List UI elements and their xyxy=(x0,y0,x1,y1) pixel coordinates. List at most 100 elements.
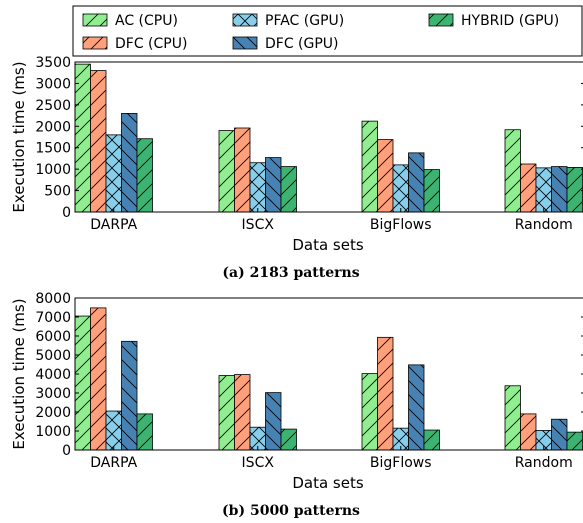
bar-hatch xyxy=(520,413,536,450)
bar-hatch xyxy=(106,411,122,450)
bar-bigflows-ac-cpu xyxy=(361,120,378,213)
x-tick-label-darpa: DARPA xyxy=(90,455,137,471)
bar-iscx-hybrid-gpu xyxy=(280,428,297,451)
y-tick-label: 1500 xyxy=(35,141,71,157)
bar-hatch xyxy=(106,134,122,212)
bar-darpa-hybrid-gpu xyxy=(136,138,153,213)
bar-hatch xyxy=(567,167,583,212)
bar-bigflows-dfc-cpu xyxy=(377,336,394,451)
x-axis-label: Data sets xyxy=(292,236,364,254)
x-tick-label-darpa: DARPA xyxy=(90,217,137,233)
bar-iscx-ac-cpu xyxy=(218,130,235,213)
bar-darpa-ac-cpu xyxy=(74,315,91,451)
legend-swatch-hatch xyxy=(83,14,107,26)
bar-hatch xyxy=(137,138,153,212)
bar-hatch xyxy=(234,128,250,212)
bar-hatch xyxy=(75,64,91,213)
bar-darpa-dfc-gpu xyxy=(121,340,138,451)
y-tick-label: 3000 xyxy=(35,76,71,92)
legend-item-ac-cpu: AC (CPU) xyxy=(82,13,178,29)
chart-5000-patterns: 0 1000 2000 3000 4000 5000 6000 7000 8000 DARPA I… xyxy=(10,291,583,519)
bar-hatch xyxy=(250,427,266,450)
y-tick-label: 1000 xyxy=(35,162,71,178)
y-tick-label: 7000 xyxy=(35,310,71,326)
y-tick-label: 0 xyxy=(62,205,71,221)
y-tick-label: 5000 xyxy=(35,348,71,364)
bar-hatch xyxy=(219,375,235,450)
y-tick-label: 4000 xyxy=(35,367,71,383)
legend-item-dfc-cpu: DFC (CPU) xyxy=(82,36,187,52)
bar-darpa-dfc-gpu xyxy=(121,113,138,213)
y-tick-label: 0 xyxy=(62,443,71,459)
bar-hatch xyxy=(520,164,536,212)
legend-frame xyxy=(72,5,583,57)
bar-hatch xyxy=(393,428,409,450)
bar-hatch xyxy=(281,166,297,212)
bar-iscx-dfc-gpu xyxy=(265,157,282,213)
bar-iscx-dfc-gpu xyxy=(265,392,282,451)
y-tick-label: 2000 xyxy=(35,405,71,421)
y-tick-label: 2500 xyxy=(35,98,71,114)
legend-item-hybrid-gpu: HYBRID (GPU) xyxy=(428,13,559,29)
y-tick-label: 3500 xyxy=(35,55,71,71)
legend-item-dfc-gpu: DFC (GPU) xyxy=(232,36,339,52)
legend-swatch-hatch xyxy=(83,37,107,49)
x-tick-label-random: Random xyxy=(515,455,573,471)
x-tick-label-iscx: ISCX xyxy=(242,217,275,233)
bar-hatch xyxy=(265,157,281,212)
legend: AC (CPU) DFC (CPU) PFAC (GPU) DFC (GPU) HYBR… xyxy=(72,5,583,57)
bar-iscx-dfc-cpu xyxy=(234,127,251,213)
bar-hatch xyxy=(377,337,393,450)
bar-random-ac-cpu xyxy=(504,129,521,213)
plot-frame xyxy=(74,61,583,213)
bar-hatch xyxy=(536,430,552,450)
bar-hatch xyxy=(393,164,409,212)
x-tick-label-bigflows: BigFlows xyxy=(370,217,432,233)
bar-random-hybrid-gpu xyxy=(566,167,583,213)
bar-iscx-pfac-gpu xyxy=(249,162,266,213)
legend-label: HYBRID (GPU) xyxy=(461,13,559,29)
legend-label: PFAC (GPU) xyxy=(265,13,344,29)
bar-bigflows-ac-cpu xyxy=(361,373,378,451)
bar-random-dfc-cpu xyxy=(520,163,537,213)
bar-darpa-dfc-cpu xyxy=(90,70,107,213)
bar-hatch xyxy=(137,413,153,450)
bar-hatch xyxy=(505,129,521,212)
bar-hatch xyxy=(121,113,137,212)
bar-hatch xyxy=(408,364,424,450)
bar-hatch xyxy=(408,152,424,212)
chart-2183-patterns: 0 500 1000 1500 2000 2500 3000 3500 DARPA ISCX Bi… xyxy=(10,55,583,281)
bar-bigflows-pfac-gpu xyxy=(392,164,409,213)
bar-iscx-ac-cpu xyxy=(218,375,235,451)
y-tick-label: 500 xyxy=(44,184,71,200)
bar-iscx-hybrid-gpu xyxy=(280,166,297,213)
chart-caption: (a) 2183 patterns xyxy=(222,265,359,281)
bar-bigflows-hybrid-gpu xyxy=(423,429,440,451)
legend-item-pfac-gpu: PFAC (GPU) xyxy=(232,13,344,29)
bar-random-ac-cpu xyxy=(504,385,521,451)
x-tick-label-bigflows: BigFlows xyxy=(370,455,432,471)
bar-bigflows-dfc-gpu xyxy=(408,364,425,451)
y-axis-label: Execution time (ms) xyxy=(10,61,28,212)
x-tick-label-random: Random xyxy=(515,217,573,233)
chart-caption: (b) 5000 patterns xyxy=(222,503,360,519)
bar-darpa-dfc-cpu xyxy=(90,307,107,451)
bar-hatch xyxy=(377,139,393,212)
x-tick-label-iscx: ISCX xyxy=(242,455,275,471)
bar-hatch xyxy=(234,374,250,450)
legend-label: DFC (CPU) xyxy=(115,36,187,52)
bar-hatch xyxy=(551,166,567,212)
y-tick-label: 1000 xyxy=(35,424,71,440)
bar-hatch xyxy=(75,316,91,450)
y-tick-label: 8000 xyxy=(35,291,71,307)
bar-hatch xyxy=(121,341,137,450)
legend-label: DFC (GPU) xyxy=(265,36,339,52)
bar-hatch xyxy=(281,429,297,450)
y-axis-label: Execution time (ms) xyxy=(10,298,28,449)
bar-hatch xyxy=(265,392,281,450)
bar-bigflows-dfc-gpu xyxy=(408,152,425,213)
bar-hatch xyxy=(567,432,583,450)
bar-iscx-dfc-cpu xyxy=(234,374,251,451)
bar-hatch xyxy=(505,385,521,450)
